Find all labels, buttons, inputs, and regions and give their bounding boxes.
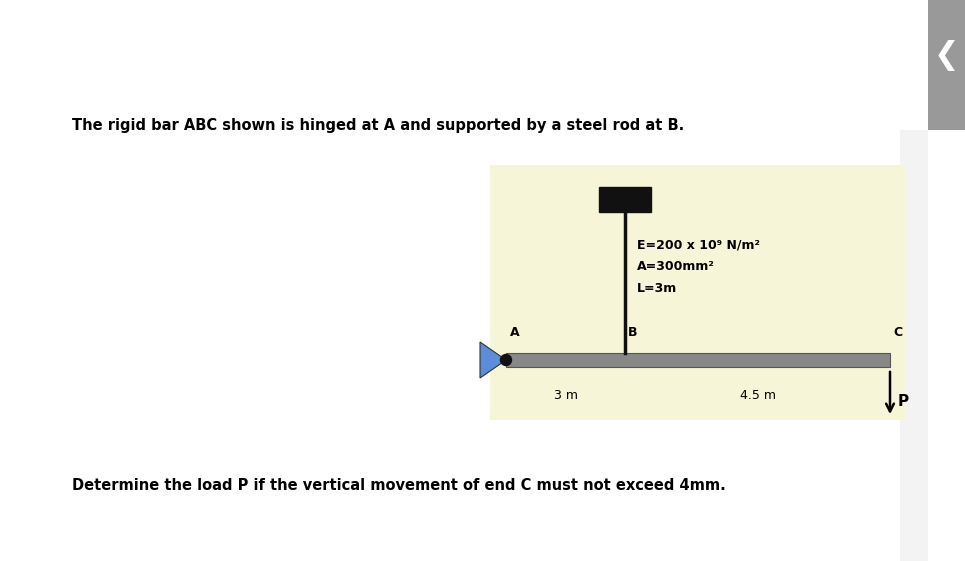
Text: A: A	[510, 326, 519, 339]
Bar	[490, 165, 905, 420]
Text: B: B	[628, 326, 638, 339]
Text: ❮: ❮	[934, 39, 959, 71]
Polygon shape	[480, 342, 506, 378]
Text: 3 m: 3 m	[554, 389, 577, 402]
Circle shape	[501, 355, 511, 366]
Bar	[928, 0, 965, 130]
Text: The rigid bar ABC shown is hinged at A and supported by a steel rod at B.: The rigid bar ABC shown is hinged at A a…	[72, 118, 684, 133]
Text: A=300mm²: A=300mm²	[637, 260, 715, 273]
Text: Determine the load P if the vertical movement of end C must not exceed 4mm.: Determine the load P if the vertical mov…	[72, 478, 726, 493]
Bar	[506, 353, 890, 367]
Text: L=3m: L=3m	[637, 282, 677, 295]
Bar	[900, 130, 928, 561]
Text: 4.5 m: 4.5 m	[739, 389, 776, 402]
Wedge shape	[928, 112, 965, 130]
Text: C: C	[893, 326, 902, 339]
Text: P: P	[898, 393, 909, 408]
Bar	[599, 187, 651, 212]
Text: E=200 x 10⁹ N/m²: E=200 x 10⁹ N/m²	[637, 238, 760, 251]
